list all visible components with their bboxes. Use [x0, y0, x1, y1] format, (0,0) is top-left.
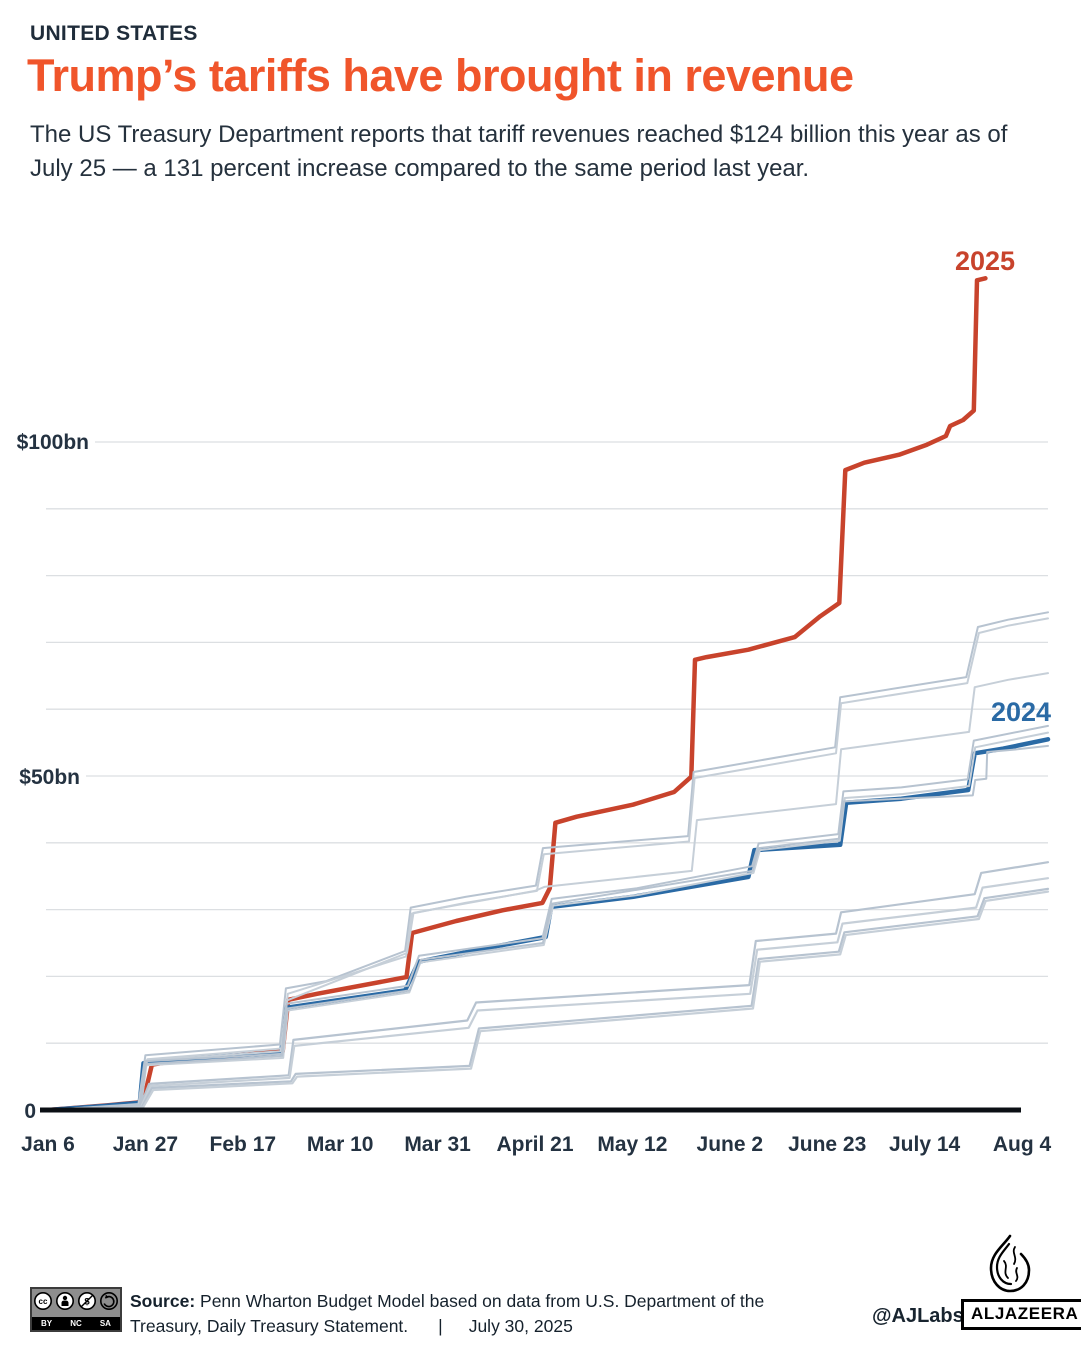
- source-divider: |: [438, 1316, 443, 1337]
- annotation-2024: 2024: [991, 697, 1051, 727]
- line-y2025: [45, 276, 988, 1113]
- svg-text:$: $: [84, 1296, 90, 1307]
- x-tick-label-jan-6: Jan 6: [21, 1133, 75, 1156]
- annotation-2025: 2025: [955, 246, 1015, 276]
- kicker: UNITED STATES: [30, 22, 198, 45]
- aljazeera-wordmark: ALJAZEERA: [961, 1299, 1081, 1330]
- cc-license-badge: cc $ BY NC SA: [30, 1287, 122, 1332]
- x-tick-label-june-23: June 23: [788, 1133, 866, 1156]
- x-axis-labels: Jan 6 Jan 27 Feb 17 Mar 10 Mar 31 April 21 May…: [21, 1133, 1051, 1156]
- attribution-icon: [56, 1292, 74, 1310]
- x-tick-label-feb-17: Feb 17: [210, 1133, 277, 1156]
- source-text: Penn Wharton Budget Model based on data …: [130, 1291, 765, 1337]
- x-tick-label-mar-10: Mar 10: [307, 1133, 374, 1156]
- nc-icon: $: [78, 1292, 96, 1310]
- publish-date: July 30, 2025: [468, 1316, 573, 1337]
- x-tick-label-may-12: May 12: [597, 1133, 667, 1156]
- sa-icon: [100, 1292, 118, 1310]
- x-tick-label-june-2: June 2: [697, 1133, 764, 1156]
- gridlines: [46, 441, 1048, 1044]
- x-tick-label-mar-31: Mar 31: [404, 1133, 471, 1156]
- y-axis-label-100bn: $100bn: [17, 431, 89, 454]
- line-prev-f: [46, 877, 1050, 1112]
- aljazeera-logo-icon: [989, 1234, 1031, 1293]
- line-prev-a2: [47, 617, 1049, 1111]
- line-prev-a1: [47, 611, 1049, 1111]
- source-label: Source:: [130, 1291, 196, 1311]
- cc-nc-label: NC: [70, 1319, 82, 1328]
- x-tick-label-july-14: July 14: [889, 1133, 961, 1156]
- x-tick-label-april-21: April 21: [496, 1133, 573, 1156]
- line-prev-g2: [46, 890, 1050, 1112]
- cc-by-label: BY: [41, 1319, 53, 1328]
- x-tick-label-jan-27: Jan 27: [113, 1133, 178, 1156]
- series-lines: [45, 276, 1051, 1113]
- subtitle: The US Treasury Department reports that …: [30, 121, 1008, 183]
- y-axis-label-zero: 0: [24, 1100, 36, 1123]
- page-title: Trump’s tariffs have brought in revenue: [27, 50, 854, 101]
- x-tick-label-aug-4: Aug 4: [993, 1133, 1052, 1156]
- line-prev-g1: [46, 887, 1050, 1112]
- line-prev-c2: [47, 731, 1049, 1111]
- y-axis-label-50bn: $50bn: [19, 766, 80, 789]
- cc-sa-label: SA: [99, 1319, 111, 1328]
- cc-icon-row: cc $: [33, 1291, 119, 1311]
- line-prev-e: [46, 861, 1050, 1112]
- line-prev-d: [47, 744, 1049, 1111]
- cc-badge-labels: BY NC SA: [32, 1317, 120, 1330]
- svg-text:cc: cc: [39, 1297, 48, 1306]
- ajlabs-handle: @AJLabs: [872, 1305, 964, 1327]
- line-prev-b: [47, 672, 1049, 1111]
- line-prev-c1: [47, 724, 1049, 1111]
- cc-icon: cc: [34, 1292, 52, 1310]
- source-note: Source: Penn Wharton Budget Model based …: [130, 1289, 790, 1340]
